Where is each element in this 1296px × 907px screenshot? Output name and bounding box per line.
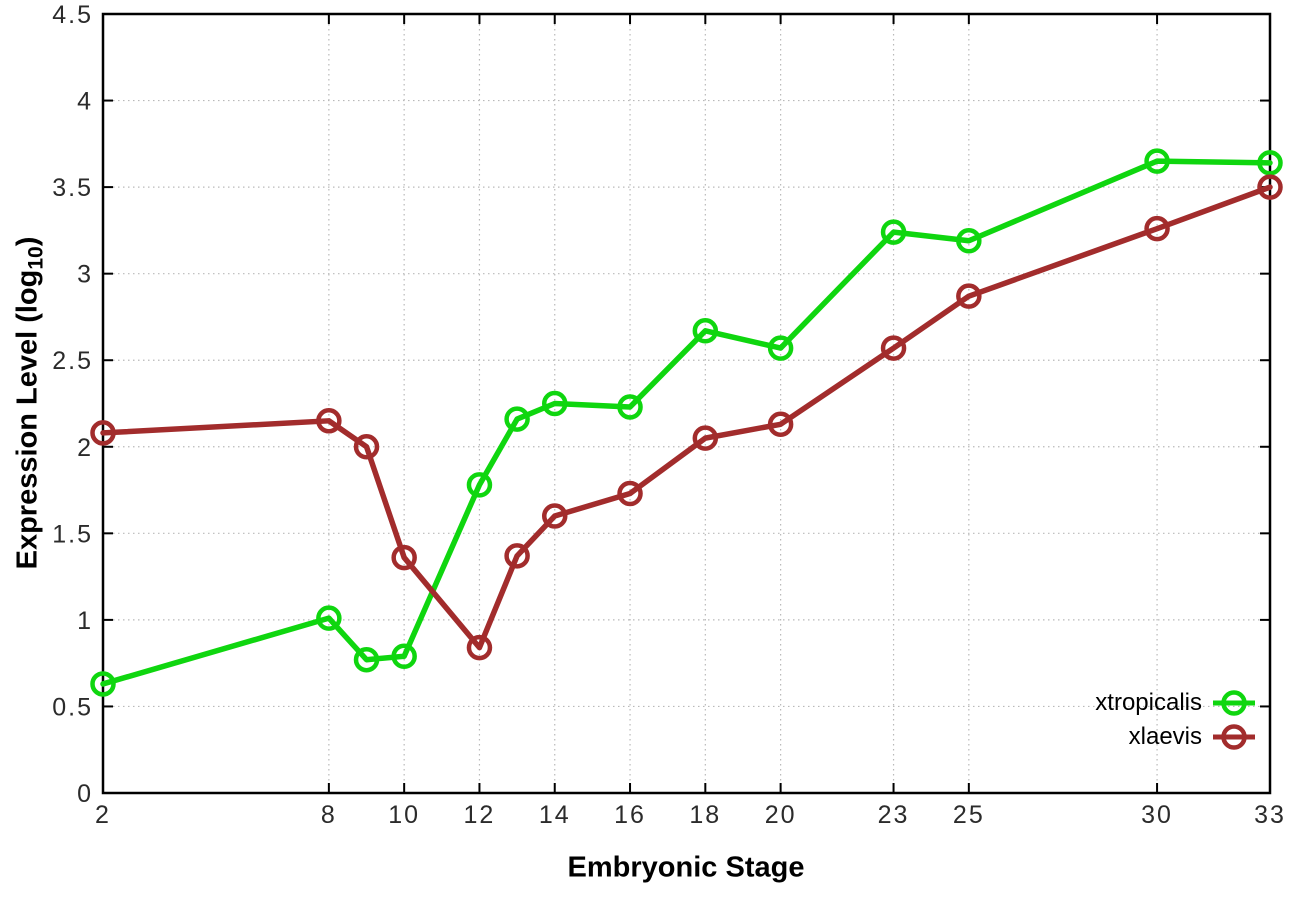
legend: xtropicalis xlaevis (1095, 688, 1256, 752)
y-axis-label-text: Expression Level (log (11, 269, 44, 570)
data-point-xlaevis (504, 543, 530, 569)
x-axis-label: Embryonic Stage (567, 851, 805, 884)
legend-marker-open-circle-icon (1213, 724, 1255, 750)
legend-item-xtropicalis: xtropicalis (1095, 688, 1256, 718)
y-axis-label-suffix: ) (11, 236, 44, 247)
x-tick-label: 12 (464, 801, 496, 829)
x-tick-label: 2 (95, 801, 111, 829)
data-point-xtropicalis (466, 472, 493, 498)
y-tick-labels: 0 0.5 1 1.5 2 2.5 3 3.5 4 4.5 (52, 1, 93, 808)
y-axis-label-subscript: 10 (24, 246, 48, 270)
y-axis-label: Expression Level (log10) (12, 237, 49, 570)
y-tick-label: 1.5 (52, 520, 93, 548)
data-point-xlaevis (353, 434, 380, 460)
data-point-xlaevis (541, 503, 568, 529)
x-tick-label: 25 (953, 801, 985, 829)
data-point-xlaevis (466, 634, 493, 661)
legend-label-xlaevis: xlaevis (1128, 723, 1202, 750)
data-point-xtropicalis (541, 390, 568, 417)
data-point-xtropicalis (504, 406, 530, 432)
data-point-xtropicalis (391, 643, 417, 669)
y-tick-label: 3 (77, 261, 93, 289)
data-point-xtropicalis (353, 646, 380, 673)
y-tick-label: 4.5 (52, 1, 93, 29)
data-point-xtropicalis (1144, 148, 1170, 174)
data-point-xtropicalis (90, 671, 116, 697)
y-tick-label: 1 (77, 607, 93, 635)
x-tick-label: 10 (388, 801, 420, 829)
legend-item-xlaevis: xlaevis (1129, 722, 1256, 752)
series-xlaevis (90, 174, 1283, 661)
x-tick-label: 8 (321, 801, 337, 829)
y-tick-label: 3.5 (52, 174, 93, 202)
legend-label-xtropicalis: xtropicalis (1095, 689, 1202, 716)
data-point-xlaevis (692, 425, 719, 451)
data-point-xtropicalis (880, 219, 907, 245)
data-point-xtropicalis (956, 228, 982, 254)
data-point-xlaevis (880, 335, 907, 361)
data-point-xlaevis (1144, 215, 1170, 242)
y-tick-label: 0 (77, 780, 93, 808)
plot-border (101, 12, 1272, 795)
data-point-xtropicalis (1257, 150, 1283, 176)
data-point-xlaevis (90, 420, 116, 446)
y-tick-label: 2.5 (52, 347, 93, 375)
x-tick-label: 14 (539, 801, 571, 829)
data-point-xlaevis (1257, 174, 1283, 200)
data-point-xlaevis (391, 544, 417, 571)
data-point-xtropicalis (316, 605, 342, 631)
y-tick-label: 4 (77, 88, 93, 116)
y-tick-label: 0.5 (52, 693, 93, 721)
series-xtropicalis (90, 148, 1283, 697)
x-tick-label: 16 (614, 801, 646, 829)
data-point-xlaevis (617, 480, 643, 507)
data-point-xlaevis (767, 411, 794, 438)
data-point-xtropicalis (617, 394, 643, 420)
x-tick-label: 18 (689, 801, 721, 829)
x-tick-label: 20 (765, 801, 797, 829)
y-tick-label: 2 (77, 434, 93, 462)
x-tick-label: 30 (1141, 801, 1173, 829)
x-tick-labels: 2 8 10 12 14 16 18 20 23 25 30 33 (95, 801, 1286, 829)
tick-marks (102, 13, 1271, 794)
data-point-xlaevis (316, 408, 342, 434)
gridlines (103, 14, 1270, 793)
x-tick-label: 33 (1254, 801, 1286, 829)
data-point-xtropicalis (692, 318, 719, 344)
data-point-xlaevis (956, 283, 982, 309)
x-tick-label: 23 (878, 801, 910, 829)
series-line-xlaevis (100, 184, 1273, 651)
data-point-xtropicalis (767, 335, 794, 361)
legend-marker-open-circle-icon (1213, 690, 1255, 716)
